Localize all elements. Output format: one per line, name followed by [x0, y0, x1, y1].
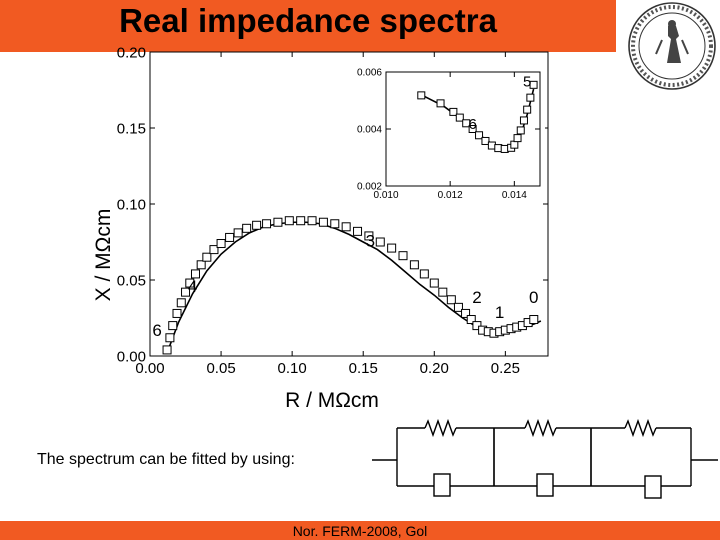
inset-x-tick-label: 0.010	[373, 190, 398, 201]
y-axis-label: X / MΩcm	[92, 209, 115, 302]
inset-y-tick-label: 0.002	[357, 182, 382, 193]
inset-point	[523, 105, 532, 114]
main-x-tick-label: 0.15	[349, 360, 378, 377]
inset-point	[481, 136, 490, 145]
main-annotation: 0	[529, 288, 538, 307]
main-x-tick-label: 0.00	[135, 360, 164, 377]
inset-point	[529, 80, 538, 89]
inset-point	[510, 140, 519, 149]
main-x-tick-label: 0.25	[491, 360, 520, 377]
main-point	[318, 217, 328, 227]
x-axis-label: R / MΩcm	[285, 389, 379, 412]
three-rc-elements-circuit-icon	[372, 418, 718, 499]
main-annotation: 1	[495, 303, 504, 322]
main-point	[242, 223, 252, 233]
main-point	[307, 216, 317, 226]
main-point	[353, 226, 363, 236]
main-point	[364, 231, 374, 241]
main-point	[409, 260, 419, 270]
footer-text: Nor. FERM-2008, Gol	[292, 523, 428, 539]
inset-point	[468, 125, 477, 133]
main-point	[216, 239, 226, 249]
main-point	[466, 315, 476, 325]
main-point	[252, 220, 262, 230]
main-point	[233, 228, 243, 238]
main-point	[162, 345, 172, 355]
inset-x-tick-label: 0.014	[502, 190, 527, 201]
main-point	[419, 269, 429, 279]
main-point	[446, 295, 456, 305]
caption-text: The spectrum can be fitted by using:	[37, 451, 295, 468]
inset-point	[513, 134, 522, 143]
main-point	[209, 245, 219, 255]
main-annotation: 2	[472, 288, 481, 307]
main-point	[529, 315, 539, 325]
main-point	[429, 278, 439, 288]
university-seal-icon	[628, 2, 716, 90]
main-y-tick-label: 0.20	[117, 44, 146, 61]
inset-point	[516, 126, 525, 135]
inset-annotation: 5	[523, 73, 531, 90]
main-point	[168, 321, 178, 331]
main-y-tick-label: 0.10	[117, 196, 146, 213]
inset-point	[526, 93, 535, 102]
main-point	[438, 287, 448, 297]
main-point	[398, 251, 408, 261]
main-point	[296, 216, 306, 226]
main-point	[330, 219, 340, 229]
inset-point	[417, 91, 426, 100]
main-point	[375, 237, 385, 247]
main-point	[472, 321, 482, 331]
impedance-chart: 0.00 0.05 0.10 0.15 0.20 0.25 0.00 0.05 0.10 0.15…	[92, 44, 549, 412]
main-annotation: 3	[366, 232, 375, 251]
main-x-tick-label: 0.10	[278, 360, 307, 377]
main-point	[165, 333, 175, 343]
main-plot: 0.00 0.05 0.10 0.15 0.20 0.25 0.00 0.05 0.10 0.15…	[117, 44, 549, 377]
inset-point	[436, 99, 445, 108]
main-point	[453, 302, 463, 312]
main-point	[341, 222, 351, 232]
title-bar	[0, 0, 616, 52]
main-x-tick-label: 0.20	[420, 360, 449, 377]
main-point	[273, 217, 283, 227]
main-point	[225, 232, 235, 242]
inset-plot: 0.010 0.012 0.014 0.002 0.004 0.006 5 6	[340, 60, 545, 201]
inset-y-tick-label: 0.006	[357, 68, 382, 79]
main-annotation: 6	[152, 321, 161, 340]
main-point	[176, 298, 186, 308]
main-y-tick-label: 0.05	[117, 272, 146, 289]
inset-point	[519, 116, 528, 125]
main-y-tick-label: 0.00	[117, 348, 146, 365]
main-point	[185, 278, 195, 288]
main-point	[196, 260, 206, 270]
main-point	[172, 308, 182, 318]
main-point	[387, 243, 397, 253]
main-point	[181, 287, 191, 297]
inset-y-tick-label: 0.004	[357, 125, 382, 136]
main-annotation: 4	[188, 277, 197, 296]
main-point	[202, 252, 212, 262]
main-point	[262, 219, 272, 229]
main-point	[190, 269, 200, 279]
footer-bar	[0, 521, 720, 540]
inset-x-tick-label: 0.012	[438, 190, 463, 201]
inset-point	[455, 113, 464, 122]
inset-background	[340, 60, 545, 195]
main-point	[461, 308, 471, 318]
inset-point	[475, 131, 484, 140]
main-x-tick-label: 0.05	[206, 360, 235, 377]
inset-point	[449, 107, 458, 116]
inset-point	[462, 119, 471, 128]
main-point	[284, 216, 294, 226]
slide-title: Real impedance spectra	[119, 2, 497, 39]
inset-annotation: 6	[468, 116, 476, 133]
main-y-tick-label: 0.15	[117, 120, 146, 137]
